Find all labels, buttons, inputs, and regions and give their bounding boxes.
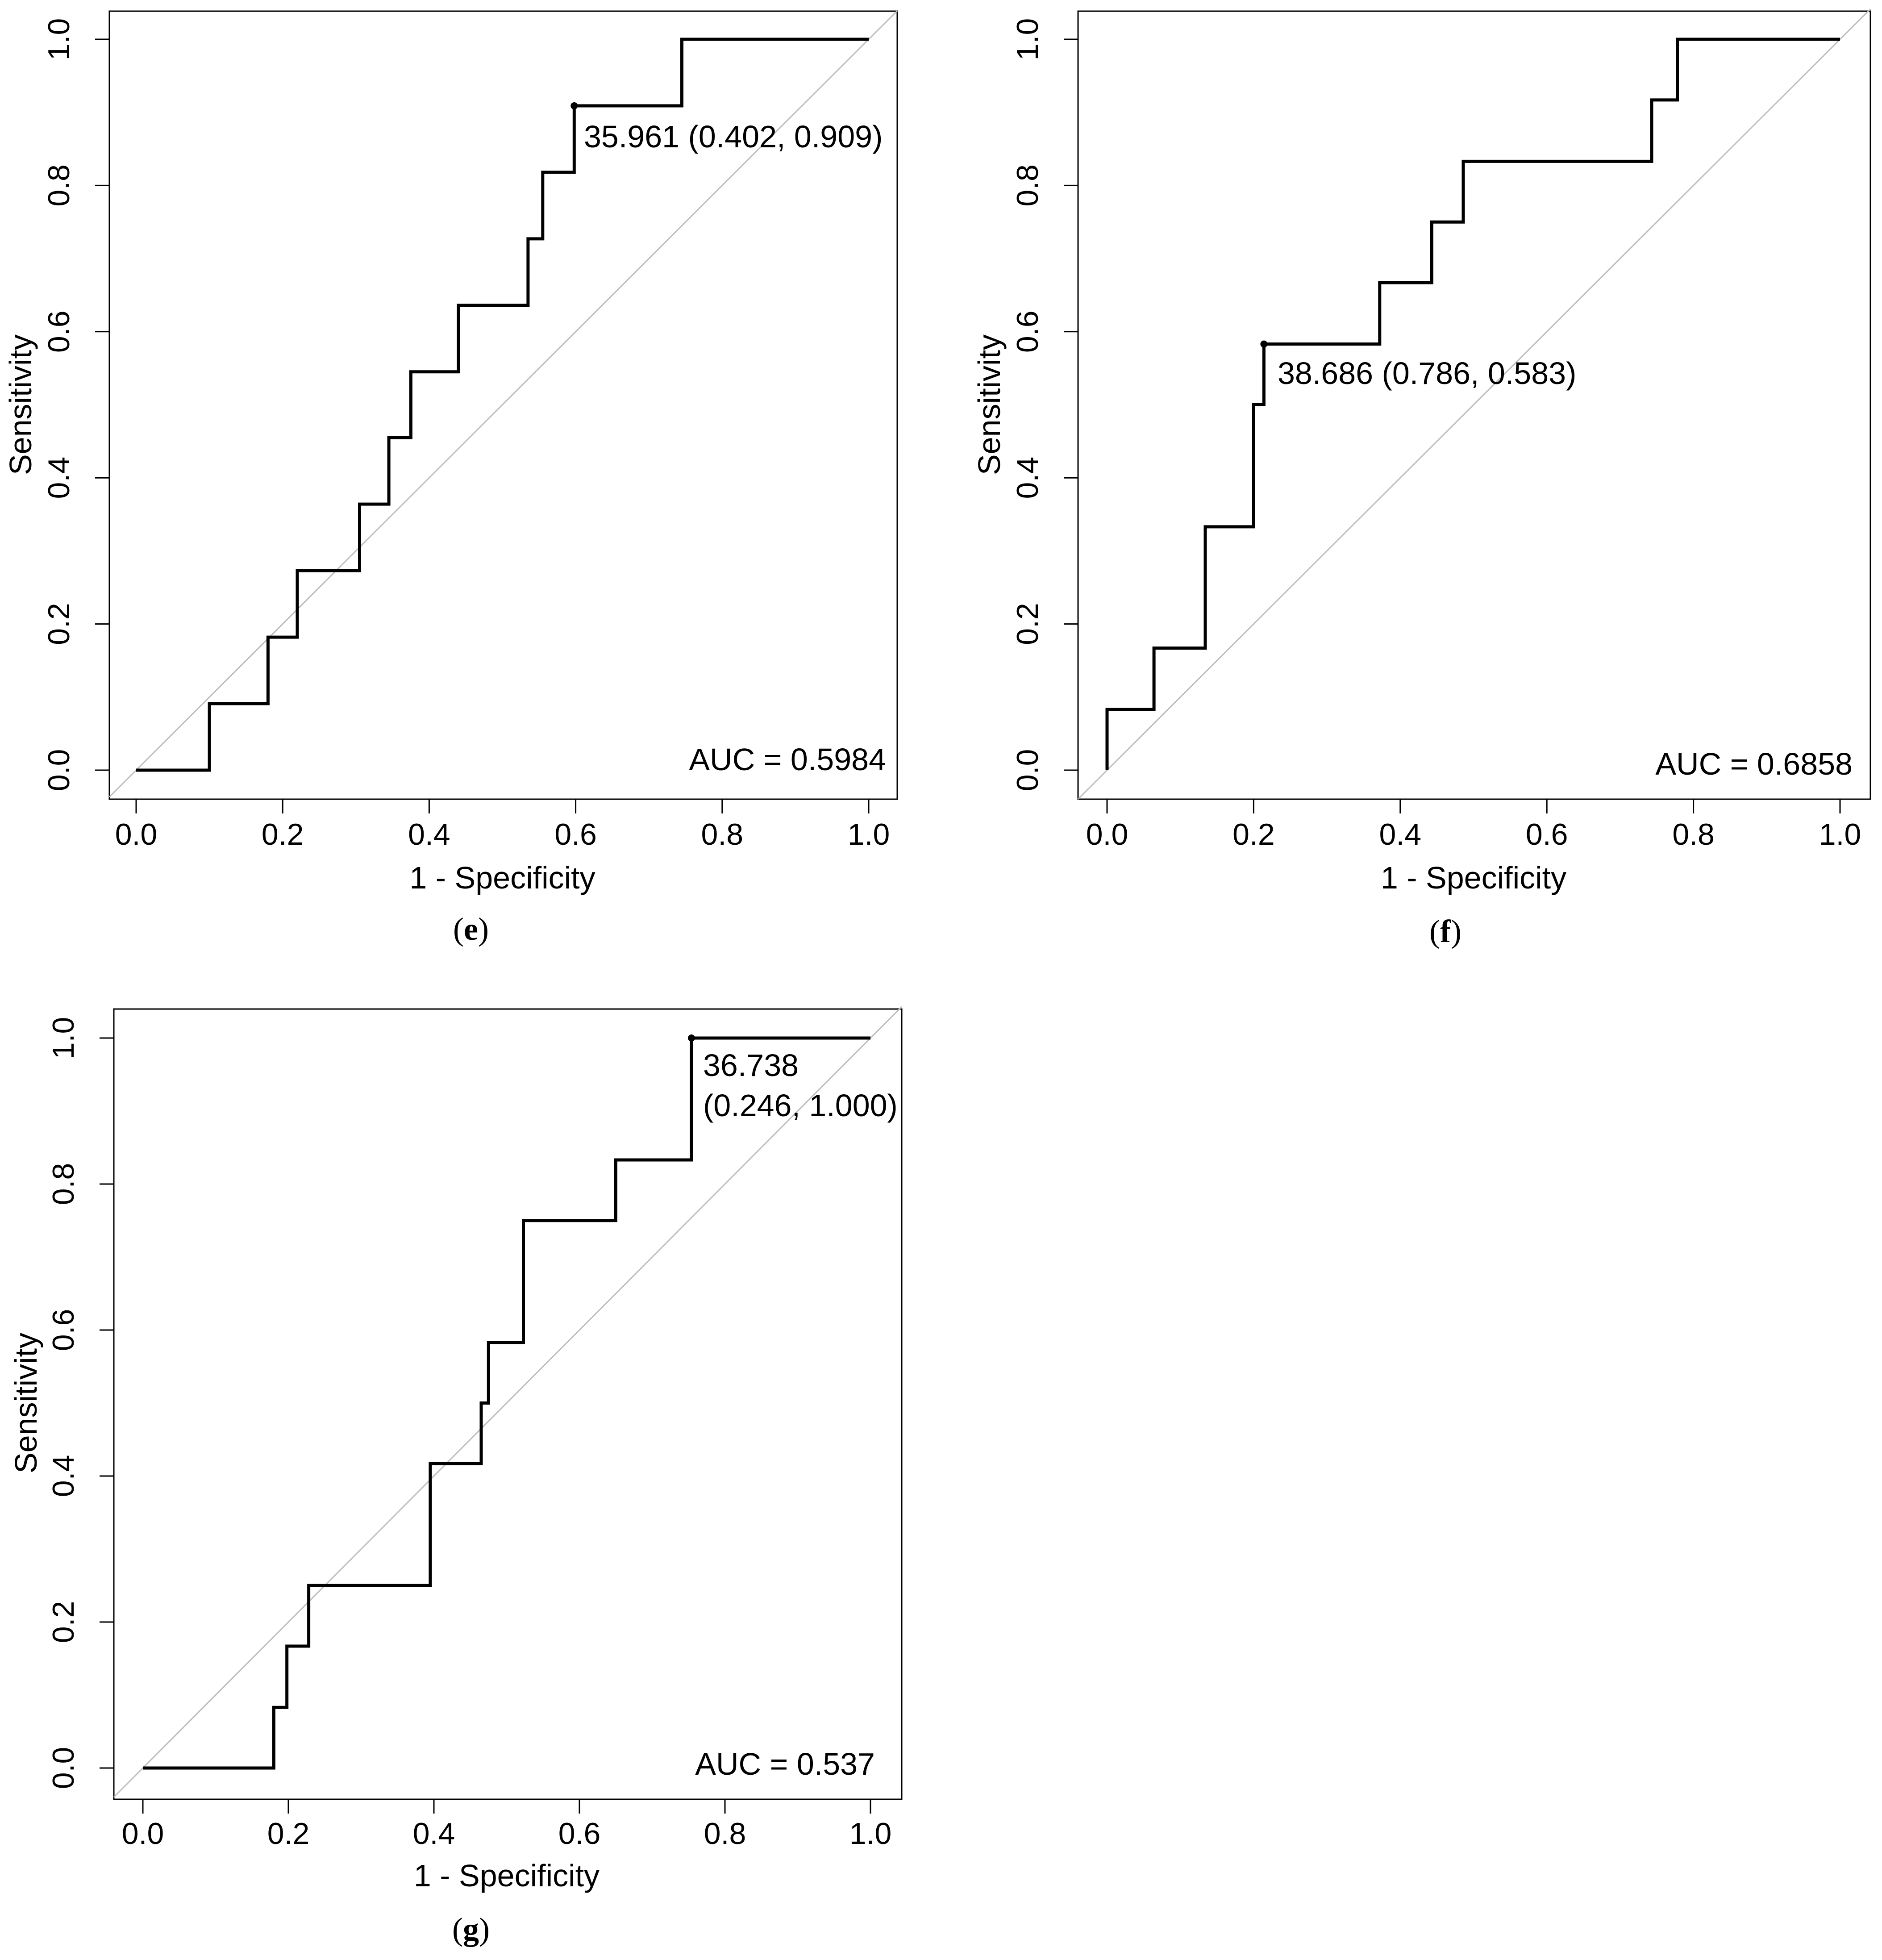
panel-caption: (g) [452, 1911, 490, 1947]
x-tick-label-1: 0.2 [267, 1817, 310, 1851]
y-tick-label-3: 0.6 [42, 311, 76, 353]
chance-diagonal-ext-low [108, 769, 137, 797]
roc-panel-f: 0.0 0.2 0.4 0.6 0.8 1.0 0.0 0.2 0.4 0.6 0.8 1.0 1 - … [972, 8, 1871, 949]
chance-diagonal [142, 1037, 871, 1769]
y-tick-label-3: 0.6 [1011, 311, 1045, 353]
x-tick-label-2: 0.4 [1379, 817, 1422, 851]
x-tick-label-0: 0.0 [1086, 817, 1128, 851]
x-tick-label-3: 0.6 [558, 1817, 601, 1851]
threshold-point [688, 1034, 695, 1042]
y-tick-label-0: 0.0 [1011, 749, 1045, 792]
auc-label: AUC = 0.5984 [689, 742, 886, 777]
roc-panel-g: 0.0 0.2 0.4 0.6 0.8 1.0 0.0 0.2 0.4 0.6 0.8 1.0 1 - … [8, 1006, 903, 1947]
x-tick-label-4: 0.8 [1672, 817, 1715, 851]
y-tick-label-3: 0.6 [46, 1309, 80, 1351]
y-tick-label-2: 0.4 [46, 1455, 80, 1497]
y-tick-label-1: 0.2 [42, 603, 76, 645]
threshold-label-line-2: (0.246, 1.000) [703, 1088, 898, 1123]
auc-label: AUC = 0.537 [695, 1747, 875, 1781]
threshold-point [1260, 340, 1268, 348]
x-tick-label-4: 0.8 [704, 1817, 746, 1851]
chance-diagonal [135, 38, 870, 771]
y-tick-label-1: 0.2 [1011, 603, 1045, 645]
panel-caption: (e) [453, 911, 489, 947]
panel-caption: (f) [1429, 913, 1461, 949]
roc-curve [143, 1036, 870, 1770]
x-tick-label-2: 0.4 [408, 817, 450, 851]
chance-diagonal-ext-low [113, 1767, 144, 1798]
roc-curve [136, 38, 869, 772]
x-tick-label-5: 1.0 [848, 817, 890, 851]
x-tick-label-1: 0.2 [262, 817, 304, 851]
x-tick-label-5: 1.0 [1819, 817, 1861, 851]
threshold-point [570, 102, 578, 109]
plot-frame [113, 1008, 903, 1800]
chance-diagonal-ext-low [1077, 769, 1108, 800]
y-tick-label-4: 0.8 [1011, 164, 1045, 207]
x-tick-label-3: 0.6 [1526, 817, 1568, 851]
y-tick-label-4: 0.8 [46, 1163, 80, 1205]
y-tick-label-5: 1.0 [42, 18, 76, 61]
x-tick-label-0: 0.0 [115, 817, 158, 851]
x-tick-label-4: 0.8 [701, 817, 744, 851]
x-tick-label-1: 0.2 [1232, 817, 1275, 851]
y-tick-label-5: 1.0 [46, 1017, 80, 1059]
chance-diagonal [1106, 38, 1841, 771]
x-tick-label-3: 0.6 [554, 817, 597, 851]
y-axis-title: Sensitivity [8, 1333, 43, 1473]
y-tick-label-5: 1.0 [1011, 18, 1045, 61]
y-axis-title: Sensitivity [972, 334, 1007, 475]
x-tick-label-5: 1.0 [849, 1817, 892, 1851]
x-axis-title: 1 - Specificity [1381, 860, 1566, 895]
threshold-label: 38.686 (0.786, 0.583) [1278, 356, 1576, 391]
x-axis-title: 1 - Specificity [409, 860, 595, 895]
y-tick-label-4: 0.8 [42, 164, 76, 207]
x-tick-label-2: 0.4 [413, 1817, 455, 1851]
y-tick-label-1: 0.2 [46, 1601, 80, 1643]
auc-label: AUC = 0.6858 [1655, 746, 1853, 781]
x-tick-label-0: 0.0 [122, 1817, 164, 1851]
x-axis-title: 1 - Specificity [414, 1858, 600, 1893]
roc-curve [1105, 38, 1840, 770]
chance-diagonal-ext-high [868, 10, 898, 40]
threshold-label: 36.738 [703, 1048, 799, 1083]
y-tick-label-2: 0.4 [1011, 457, 1045, 499]
roc-panel-e: 0.0 0.2 0.4 0.6 0.8 1.0 0.0 0.2 0.4 0.6 0.8 1.0 1 - … [3, 10, 898, 947]
y-tick-label-0: 0.0 [42, 749, 76, 792]
y-tick-label-0: 0.0 [46, 1747, 80, 1789]
chance-diagonal-ext-high [870, 1006, 903, 1039]
y-axis-title: Sensitivity [3, 334, 38, 475]
y-tick-label-2: 0.4 [42, 457, 76, 499]
threshold-label: 35.961 (0.402, 0.909) [584, 119, 883, 154]
chance-diagonal-ext-high [1839, 8, 1871, 40]
